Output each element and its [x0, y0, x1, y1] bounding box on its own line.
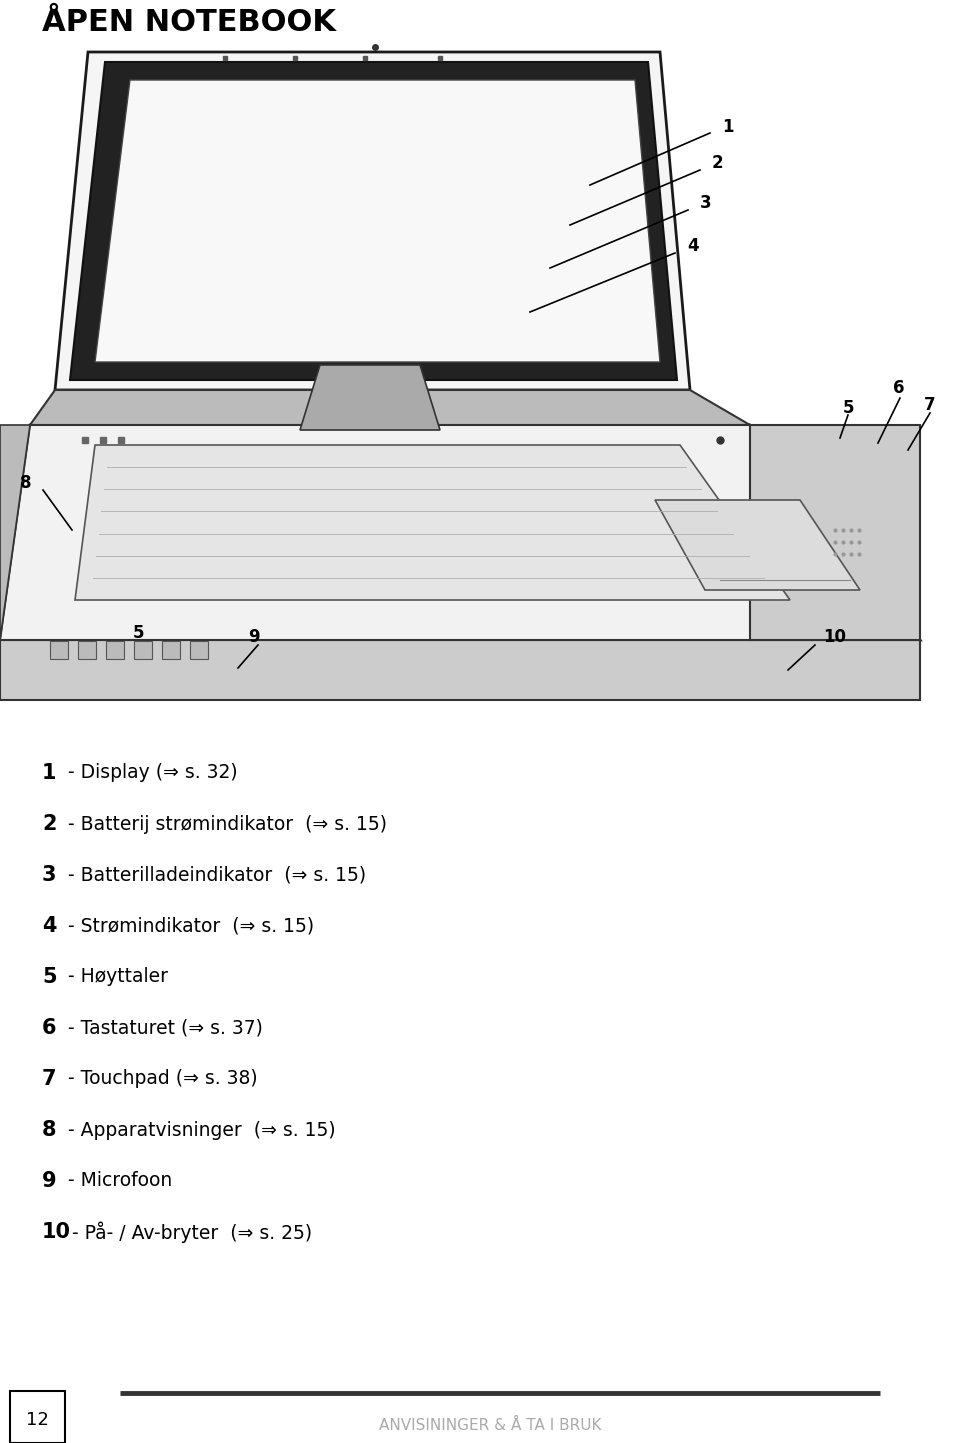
Polygon shape [0, 426, 920, 641]
Text: 12: 12 [26, 1411, 48, 1429]
FancyBboxPatch shape [10, 1391, 65, 1443]
Text: ÅPEN NOTEBOOK: ÅPEN NOTEBOOK [42, 9, 336, 38]
Text: 9: 9 [42, 1172, 57, 1190]
Bar [50, 641, 68, 659]
Text: 3: 3 [700, 193, 711, 212]
Text: 7: 7 [924, 395, 936, 414]
Text: - Batterij strømindikator  (⇒ s. 15): - Batterij strømindikator (⇒ s. 15) [62, 814, 387, 834]
Polygon shape [0, 426, 920, 641]
Bar [106, 641, 124, 659]
Polygon shape [30, 390, 750, 426]
Text: 1: 1 [42, 763, 57, 784]
Polygon shape [0, 641, 920, 700]
Text: 7: 7 [42, 1069, 57, 1089]
Text: 1: 1 [722, 118, 733, 136]
Text: 2: 2 [42, 814, 57, 834]
Text: 9: 9 [248, 628, 259, 646]
Bar [78, 641, 96, 659]
Bar [162, 641, 180, 659]
Text: - Tastaturet (⇒ s. 37): - Tastaturet (⇒ s. 37) [62, 1019, 263, 1038]
Text: - Høyttaler: - Høyttaler [62, 967, 168, 987]
Text: ANVISININGER & Å TA I BRUK: ANVISININGER & Å TA I BRUK [379, 1417, 601, 1433]
Text: 6: 6 [42, 1017, 57, 1038]
Text: - Display (⇒ s. 32): - Display (⇒ s. 32) [62, 763, 238, 782]
Text: 4: 4 [687, 237, 699, 255]
Polygon shape [750, 426, 920, 641]
Text: - På- / Av-bryter  (⇒ s. 25): - På- / Av-bryter (⇒ s. 25) [72, 1221, 312, 1242]
Polygon shape [0, 426, 30, 641]
Text: 5: 5 [843, 400, 854, 417]
Text: - Apparatvisninger  (⇒ s. 15): - Apparatvisninger (⇒ s. 15) [62, 1121, 336, 1140]
Text: 2: 2 [712, 154, 724, 172]
Text: 10: 10 [823, 628, 846, 646]
Polygon shape [75, 444, 790, 600]
Text: 4: 4 [42, 916, 57, 937]
Polygon shape [95, 79, 660, 362]
Text: 5: 5 [42, 967, 57, 987]
Polygon shape [55, 52, 690, 390]
Text: 5: 5 [133, 623, 145, 642]
Text: 8: 8 [42, 1120, 57, 1140]
Text: - Batterilladeindikator  (⇒ s. 15): - Batterilladeindikator (⇒ s. 15) [62, 866, 366, 885]
Text: 8: 8 [20, 473, 32, 492]
Text: 10: 10 [42, 1222, 71, 1242]
Bar [134, 641, 152, 659]
Text: - Strømindikator  (⇒ s. 15): - Strømindikator (⇒ s. 15) [62, 916, 314, 935]
Polygon shape [655, 501, 860, 590]
Polygon shape [70, 62, 677, 380]
Text: - Microfoon: - Microfoon [62, 1172, 172, 1190]
Bar [190, 641, 208, 659]
Polygon shape [300, 365, 440, 430]
Text: 6: 6 [893, 380, 904, 397]
Text: - Touchpad (⇒ s. 38): - Touchpad (⇒ s. 38) [62, 1069, 257, 1088]
Text: 3: 3 [42, 864, 57, 885]
